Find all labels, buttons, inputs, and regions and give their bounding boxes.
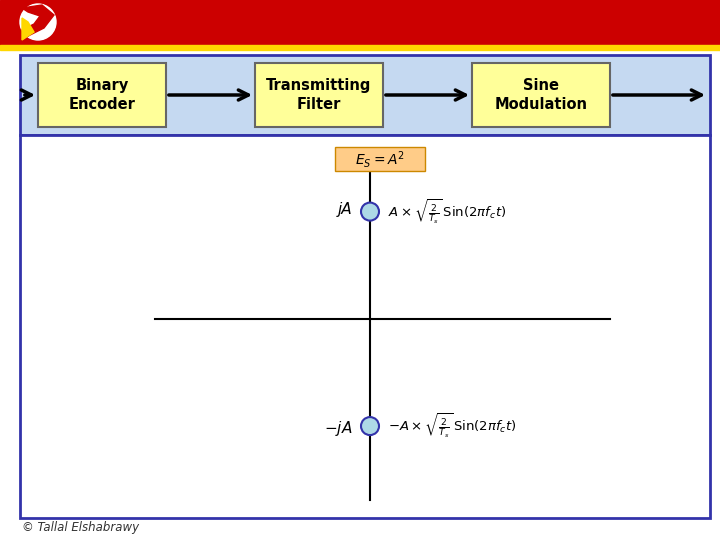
Bar [255, 63, 383, 127]
Polygon shape [22, 5, 54, 40]
Bar [38, 63, 166, 127]
Text: Modeling of Quatrature phase Modulation: Modeling of Quatrature phase Modulation [62, 11, 686, 37]
Text: $E_S=A^2$: $E_S=A^2$ [355, 148, 405, 170]
Bar [335, 147, 425, 171]
Text: $-$jA: $-$jA [323, 418, 352, 437]
Circle shape [361, 202, 379, 221]
Bar [20, 55, 710, 135]
Circle shape [361, 417, 379, 435]
Text: jA: jA [338, 202, 352, 217]
Bar [472, 63, 610, 127]
Bar [20, 135, 710, 518]
Text: Sine
Modulation: Sine Modulation [495, 78, 588, 112]
Text: Binary
Encoder: Binary Encoder [68, 78, 135, 112]
Text: © Tallal Elshabrawy: © Tallal Elshabrawy [22, 521, 139, 534]
Bar [0, 0, 720, 45]
Text: Transmitting
Filter: Transmitting Filter [266, 78, 372, 112]
Circle shape [20, 4, 56, 40]
Polygon shape [22, 18, 34, 40]
Text: $A\times\sqrt{\frac{2}{T_s}}\,\mathrm{Sin}(2\pi f_c t)$: $A\times\sqrt{\frac{2}{T_s}}\,\mathrm{Si… [388, 198, 506, 226]
Bar [0, 45, 720, 50]
Text: $-A\times\sqrt{\frac{2}{T_s}}\,\mathrm{Sin}(2\pi f_c t)$: $-A\times\sqrt{\frac{2}{T_s}}\,\mathrm{S… [388, 412, 517, 440]
